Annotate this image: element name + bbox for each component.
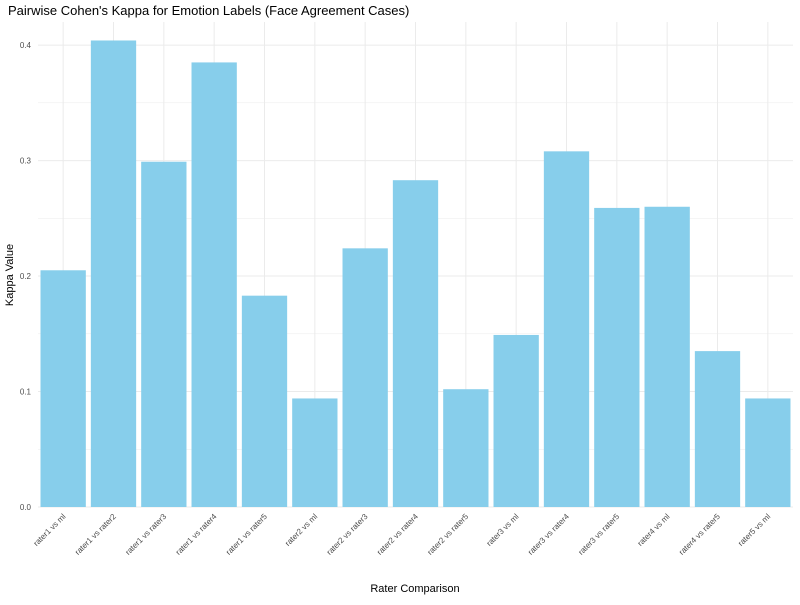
y-tick-label: 0.2 <box>20 272 32 281</box>
y-tick-label: 0.3 <box>20 157 32 166</box>
x-tick-label: rater3 vs ml <box>485 512 521 548</box>
bar-rater3-vs-ml <box>493 334 539 507</box>
y-tick-label: 0.4 <box>20 41 32 50</box>
bar-rater3-vs-rater4 <box>543 151 590 508</box>
x-tick-label: rater2 vs rater3 <box>325 512 370 557</box>
bar-rater3-vs-rater5 <box>594 207 640 507</box>
y-axis-ticks: 0.0 0.1 0.2 0.3 0.4 <box>20 41 32 512</box>
bar-rater4-vs-ml <box>644 206 690 507</box>
bar-rater1-vs-rater4 <box>191 62 237 508</box>
bar-rater1-vs-rater2 <box>90 40 137 507</box>
x-axis-title: Rater Comparison <box>370 583 459 595</box>
x-tick-label: rater1 vs rater4 <box>174 512 219 557</box>
x-tick-label: rater1 vs ml <box>32 512 68 548</box>
bar-rater5-vs-ml <box>745 398 791 507</box>
x-tick-label: rater4 vs ml <box>636 512 672 548</box>
y-tick-label: 0.0 <box>20 503 32 512</box>
x-tick-label: rater3 vs rater4 <box>526 512 571 557</box>
chart-title: Pairwise Cohen's Kappa for Emotion Label… <box>8 3 409 18</box>
x-tick-label: rater2 vs rater5 <box>426 512 471 557</box>
bar-rater1-vs-rater3 <box>141 161 187 507</box>
x-tick-label: rater1 vs rater3 <box>124 512 169 557</box>
y-axis-title: Kappa Value <box>4 244 16 306</box>
bar-rater2-vs-rater3 <box>342 248 388 508</box>
bar-rater2-vs-ml <box>292 398 338 507</box>
bars <box>40 40 791 508</box>
y-tick-label: 0.1 <box>20 388 32 397</box>
x-tick-label: rater2 vs ml <box>283 512 319 548</box>
bar-rater2-vs-rater4 <box>392 180 439 507</box>
x-tick-label: rater1 vs rater2 <box>73 512 118 557</box>
bar-rater1-vs-ml <box>40 270 86 507</box>
bar-rater2-vs-rater5 <box>443 389 489 507</box>
x-tick-label: rater2 vs rater4 <box>375 512 420 557</box>
x-tick-label: rater5 vs ml <box>736 512 772 548</box>
x-tick-label: rater1 vs rater5 <box>224 512 269 557</box>
x-tick-label: rater3 vs rater5 <box>577 512 622 557</box>
bar-rater4-vs-rater5 <box>694 351 741 507</box>
bar-rater1-vs-rater5 <box>241 295 288 507</box>
x-axis-ticks: rater1 vs ml rater1 vs rater2 rater1 vs ra… <box>32 512 773 557</box>
x-tick-label: rater4 vs rater5 <box>677 512 722 557</box>
